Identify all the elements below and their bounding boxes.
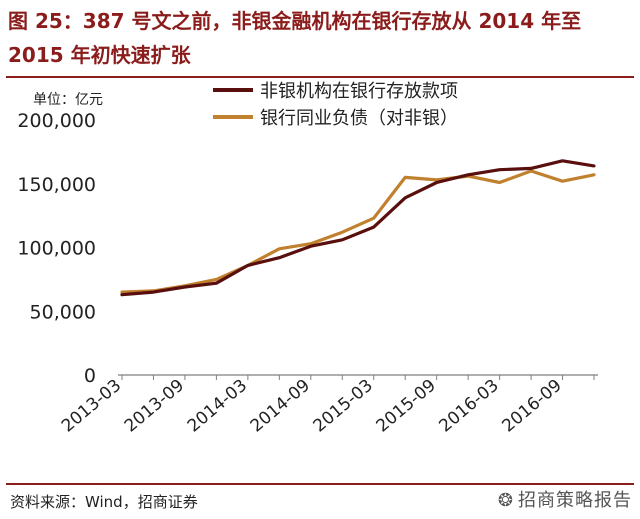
series-line-1 <box>120 159 596 297</box>
x-tick-label: 2014-09 <box>247 376 314 437</box>
wechat-icon: ❂ <box>497 490 514 511</box>
x-tick-label: 2016-09 <box>498 376 565 437</box>
y-tick-label: 100,000 <box>17 238 96 260</box>
x-tick-label: 2015-09 <box>373 376 440 437</box>
y-tick-label: 0 <box>84 365 96 387</box>
y-tick-label: 150,000 <box>17 174 96 196</box>
title-rule <box>6 76 634 78</box>
unit-label: 单位：亿元 <box>33 92 103 108</box>
legend-label-2: 银行同业负债（对非银） <box>260 108 458 129</box>
x-tick-label: 2015-03 <box>310 376 377 437</box>
y-tick-label: 50,000 <box>30 301 96 323</box>
x-tick-label: 2016-03 <box>436 376 503 437</box>
chart-title: 图 25：387 号文之前，非银金融机构在银行存放从 2014 年至 2015 … <box>8 9 582 67</box>
legend-label-1: 非银机构在银行存放款项 <box>260 81 458 102</box>
x-axis: 2013-032013-092014-032014-092015-032015-… <box>58 375 595 437</box>
y-tick-label: 200,000 <box>17 110 96 132</box>
source-note: 资料来源：Wind，招商证券 <box>10 493 198 511</box>
x-tick-label: 2013-09 <box>121 376 188 437</box>
series-line-2 <box>120 169 596 294</box>
watermark-text: 招商策略报告 <box>518 490 632 511</box>
plot-area <box>120 159 596 297</box>
y-axis: 200,000 150,000 100,000 50,000 0 <box>17 110 96 387</box>
watermark: ❂ 招商策略报告 <box>498 486 632 512</box>
source-rule <box>6 483 634 485</box>
x-tick-label: 2014-03 <box>184 376 251 437</box>
